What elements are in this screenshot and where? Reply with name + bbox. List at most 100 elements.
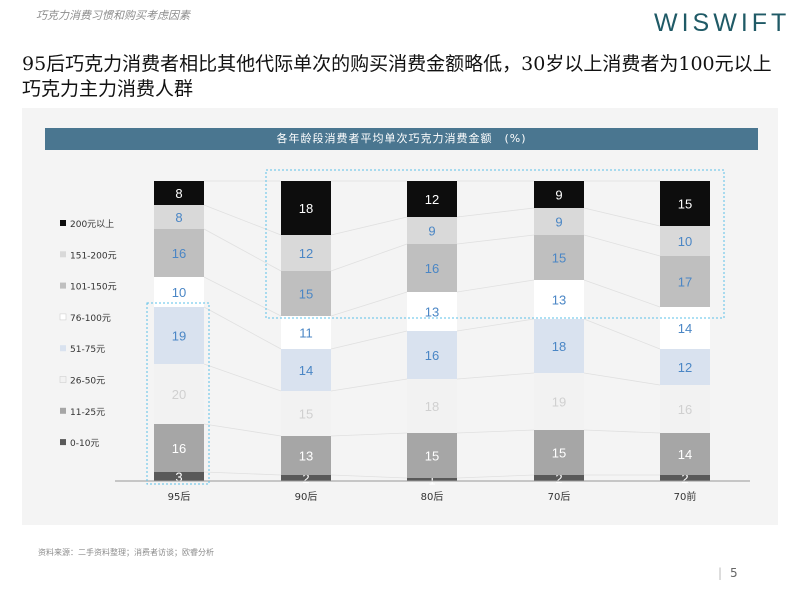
legend-label: 26-50元 (70, 377, 105, 387)
highlight-box-older (265, 169, 725, 319)
data-label: 17 (678, 275, 692, 290)
bar-segment (281, 316, 331, 349)
x-tick-label: 80后 (421, 491, 444, 503)
brand-logo: WISWIFT (654, 9, 791, 37)
connector-line (203, 228, 282, 272)
connector-line (203, 363, 282, 392)
bar-segment (534, 235, 584, 280)
legend-swatch (60, 439, 66, 446)
legend-swatch (60, 220, 66, 226)
data-label: 18 (299, 201, 313, 216)
connector-line (456, 318, 535, 332)
connector-line (456, 429, 535, 434)
connector-line (583, 372, 661, 386)
connector-line (583, 234, 661, 257)
data-label: 15 (425, 449, 439, 464)
bar-segment (534, 373, 584, 430)
bar-segment (534, 430, 584, 475)
source-note: 资料来源：二手资料整理；消费者访谈；欧睿分析 (38, 548, 214, 557)
connector-line (456, 207, 535, 218)
data-label: 9 (555, 188, 562, 203)
bar-segment (281, 349, 331, 391)
page-number-value: 5 (730, 566, 738, 580)
chart-title: 各年龄段消费者平均单次巧克力消费金额 (%) (45, 128, 758, 150)
data-label: 16 (172, 246, 186, 261)
bar-segment (534, 181, 584, 208)
connector-line (203, 204, 282, 236)
x-tick-label: 95后 (168, 491, 191, 503)
connector-line (203, 471, 282, 476)
data-label: 12 (299, 246, 313, 261)
legend-label: 0-10元 (70, 439, 99, 449)
data-label: 15 (299, 407, 313, 422)
bar-segment (281, 475, 331, 481)
bar-segment (154, 229, 204, 277)
bar-segment (534, 475, 584, 481)
data-label: 15 (552, 446, 566, 461)
connector-line (456, 474, 535, 479)
data-label: 15 (552, 251, 566, 266)
bar-segment (281, 271, 331, 316)
x-tick-label: 70前 (674, 490, 697, 503)
data-label: 8 (175, 210, 182, 225)
connector-line (583, 207, 661, 227)
connector-line (330, 330, 408, 350)
connector-line (583, 429, 661, 434)
legend-label: 101-150元 (70, 283, 117, 293)
bar-segment (281, 391, 331, 436)
data-label: 18 (425, 399, 439, 414)
legend-swatch (60, 282, 66, 289)
data-label: 2 (681, 471, 688, 486)
bar-segment (154, 424, 204, 472)
bar-segment (281, 181, 331, 235)
page-separator: | (718, 566, 723, 580)
bar-segment (154, 181, 204, 205)
data-label: 13 (552, 293, 566, 308)
data-label: 13 (299, 449, 313, 464)
data-label: 14 (678, 321, 692, 336)
connector-line (330, 291, 408, 317)
bar-segment (534, 319, 584, 373)
chart-panel (22, 108, 778, 525)
highlight-box-95 (146, 302, 210, 485)
connector-line (583, 279, 661, 308)
connector-line (456, 279, 535, 293)
data-label: 8 (175, 186, 182, 201)
connector-line (456, 234, 535, 245)
bar-segment (154, 307, 204, 364)
bar-segment (407, 244, 457, 292)
legend-label: 200元以上 (70, 219, 114, 230)
page-headline: 95后巧克力消费者相比其他代际单次的购买消费金额略低，30岁以上消费者为100元… (22, 53, 772, 100)
data-label: 10 (678, 234, 692, 249)
data-label: 13 (425, 305, 439, 320)
page-number: | 5 (718, 566, 738, 580)
data-label: 12 (678, 360, 692, 375)
data-label: 19 (552, 395, 566, 410)
bar-segment (281, 436, 331, 475)
bar-segment (660, 385, 710, 433)
data-label: 15 (678, 197, 692, 212)
legend-label: 11-25元 (70, 408, 105, 418)
bar-segment (154, 205, 204, 229)
legend-swatch (60, 251, 66, 258)
legend-swatch (59, 376, 67, 383)
bar-segment (407, 379, 457, 433)
bar-segment (154, 364, 204, 424)
data-label: 14 (299, 363, 313, 378)
legend-label: 151-200元 (70, 251, 117, 261)
legend-swatch (60, 345, 66, 352)
data-label: 10 (172, 285, 186, 300)
bar-segment (407, 331, 457, 379)
connector-line (330, 474, 408, 479)
bar-segment (534, 208, 584, 235)
connector-line (330, 243, 408, 272)
bar-segment (660, 226, 710, 256)
data-label: 2 (302, 471, 309, 486)
section-label: 巧克力消费习惯和购买考虑因素 (36, 9, 190, 22)
bar-segment (407, 292, 457, 331)
data-label: 9 (428, 224, 435, 239)
data-label: 15 (299, 287, 313, 302)
bar-segment (407, 217, 457, 244)
data-label: 11 (299, 326, 313, 341)
